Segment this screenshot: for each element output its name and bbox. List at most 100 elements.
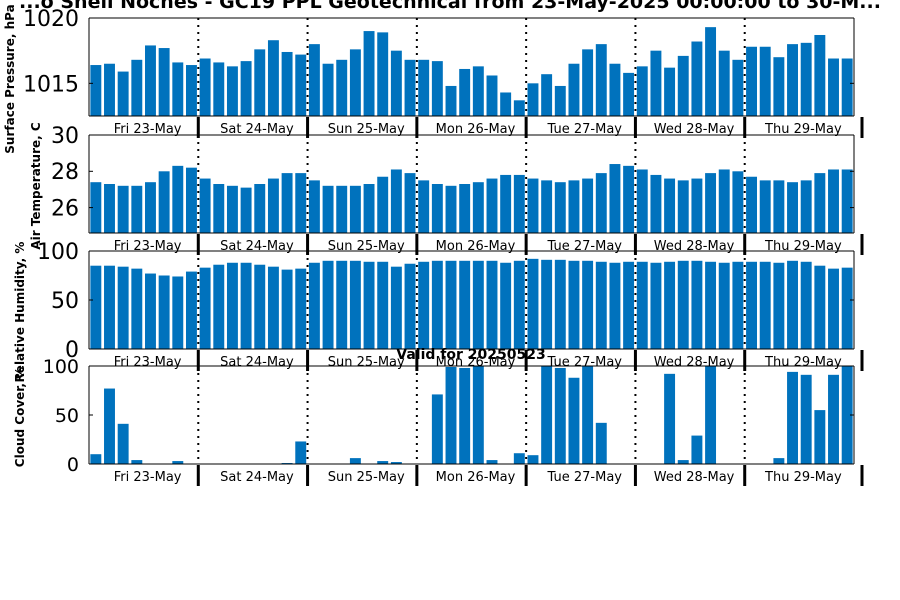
data-bar [664,261,676,349]
data-bar [104,265,115,349]
data-bar [568,180,580,233]
data-bar [623,165,635,233]
data-bar [746,46,758,116]
y-tick-label: 1015 [23,72,79,97]
data-bar [404,173,416,233]
data-bar [363,261,375,349]
data-bar [513,100,525,116]
data-bar [308,262,320,349]
day-label: Mon 26-May [436,122,516,137]
data-bar [486,460,498,464]
data-bar [418,261,430,349]
data-bar [787,182,798,233]
data-bar [691,41,703,116]
data-bar [390,462,402,464]
data-bar [650,174,662,233]
data-bar [718,262,730,349]
y-axis-label: Air Temperature, C [29,122,43,250]
data-bar [828,169,839,233]
data-bar [527,178,539,233]
data-bar [582,366,594,464]
data-bar [131,59,143,116]
data-bar [513,260,525,349]
data-bar [199,178,211,233]
day-label: Thu 29-May [764,470,842,485]
data-bar [527,258,539,349]
data-bar [814,265,826,349]
data-bar [404,59,416,116]
data-bar [582,260,594,349]
data-bar [759,180,771,233]
day-label: Wed 28-May [654,355,735,370]
data-bar [185,167,197,233]
data-bar [595,261,607,349]
data-bar [732,171,744,233]
data-bar [267,266,279,349]
data-bar [336,260,348,349]
data-bar [554,259,566,349]
data-bar [172,461,184,464]
data-bar [459,367,471,464]
data-bar [472,66,484,116]
data-bar [145,182,156,233]
data-bar [472,366,484,464]
data-bar [691,435,703,464]
data-bar [814,34,826,116]
data-bar [732,261,744,349]
data-bar [568,260,580,349]
data-bar [240,262,252,349]
data-bar [787,371,798,464]
data-bar [527,455,539,464]
data-bar [363,31,375,116]
data-bar [718,50,730,116]
data-bar [131,185,143,233]
data-bar [595,44,607,116]
data-bar [308,180,320,233]
data-bar [650,262,662,349]
data-bar [582,178,594,233]
data-bar [390,50,402,116]
data-bar [664,67,676,116]
day-label: Sat 24-May [220,122,294,137]
data-bar [691,178,703,233]
data-bar [595,173,607,233]
data-bar [172,276,184,349]
data-bar [349,185,361,233]
data-bar [800,261,812,349]
data-bar [226,185,238,233]
figure-title: ...o Shell Noches - GC19 PPL Geotechnica… [19,0,881,13]
data-bar [158,275,170,349]
data-bar [90,182,102,233]
data-bar [472,260,484,349]
data-bar [117,266,129,349]
data-bar [267,178,279,233]
data-bar [172,62,184,116]
data-bar [828,268,839,349]
data-bar [431,184,443,233]
day-label: Sat 24-May [220,239,294,254]
data-bar [158,171,170,233]
data-bar [541,366,553,464]
data-bar [431,61,443,116]
data-bar [172,165,184,233]
data-bar [349,49,361,116]
data-bar [705,173,717,233]
y-tick-label: 1020 [23,7,79,32]
y-tick-label: 100 [43,356,79,378]
day-label: Fri 23-May [114,239,182,254]
y-tick-label: 30 [51,124,79,149]
data-bar [445,85,457,116]
day-label: Wed 28-May [654,122,735,137]
data-bar [240,187,252,233]
data-bar [199,58,211,116]
data-bar [841,267,853,349]
day-label: Sun 25-May [328,470,405,485]
data-bar [677,260,689,349]
data-bar [213,184,225,233]
day-label: Fri 23-May [114,122,182,137]
data-bar [431,394,443,464]
data-bar [336,59,348,116]
data-bar [541,180,553,233]
data-bar [500,92,512,116]
